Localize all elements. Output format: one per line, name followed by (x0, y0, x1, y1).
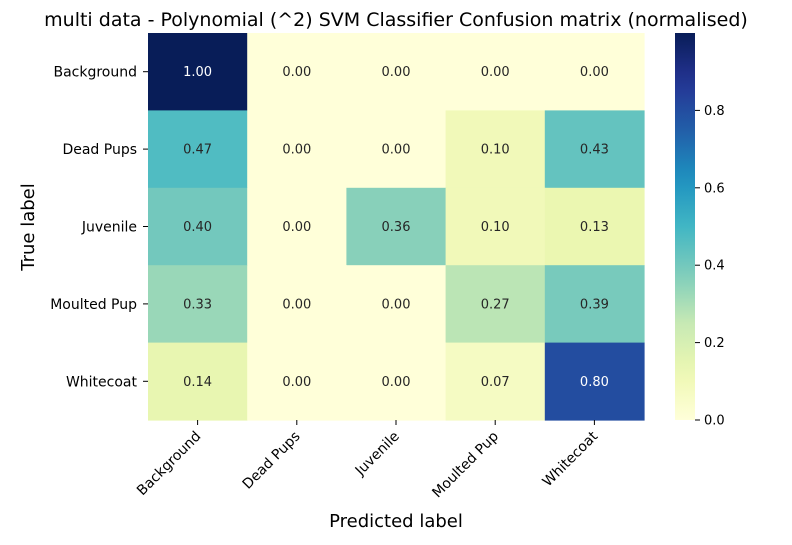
x-tick-label: Dead Pups (240, 429, 304, 493)
heatmap-cell (544, 187, 645, 266)
colorbar-tick-label: 0.8 (704, 104, 725, 119)
y-tick-label: Dead Pups (62, 142, 137, 158)
cell-value-label: 0.00 (382, 375, 411, 390)
heatmap-cell (247, 342, 347, 421)
cell-value-label: 0.36 (382, 220, 411, 235)
cell-value-label: 0.13 (580, 220, 609, 235)
cell-value-label: 0.00 (282, 375, 311, 390)
heatmap-cell (544, 110, 645, 189)
heatmap-cell (346, 33, 447, 111)
cell-value-label: 0.80 (580, 375, 609, 390)
cell-value-label: 0.39 (580, 297, 609, 312)
x-axis-label: Predicted label (329, 511, 463, 532)
heatmap-cell (346, 110, 447, 189)
cell-value-label: 0.10 (481, 220, 510, 235)
cell-value-label: 0.47 (183, 143, 212, 158)
cell-value-label: 0.00 (282, 220, 311, 235)
cell-value-label: 0.14 (183, 375, 212, 390)
heatmap-cell (346, 187, 447, 266)
heatmap-cell (247, 265, 347, 344)
cell-value-label: 0.43 (580, 143, 609, 158)
cell-value-label: 1.00 (183, 65, 212, 80)
y-tick-label: Juvenile (81, 220, 137, 236)
colorbar-ticks: 0.0 0.2 0.4 0.6 0.8 (695, 104, 725, 429)
heatmap-cell (445, 187, 546, 266)
heatmap-cell (148, 265, 248, 344)
cell-value-label: 0.33 (183, 297, 212, 312)
cell-value-label: 0.40 (183, 220, 212, 235)
heatmap-cell (445, 342, 546, 421)
heatmap-cell (148, 33, 248, 111)
cell-value-label: 0.00 (282, 297, 311, 312)
cell-value-label: 0.00 (382, 297, 411, 312)
heatmap-cell-labels: 1.00 0.00 0.00 0.00 0.00 0.47 0.00 0.00 0.10 0.43… (183, 65, 609, 390)
cell-value-label: 0.00 (282, 65, 311, 80)
y-tick-label: Moulted Pup (50, 297, 137, 313)
heatmap-cell (247, 33, 347, 111)
y-axis-ticks: Background Dead Pups Juvenile Moulted Pup Wh… (50, 65, 148, 390)
heatmap-cells (148, 33, 645, 421)
colorbar (675, 33, 695, 420)
cell-value-label: 0.00 (282, 143, 311, 158)
heatmap-cell (148, 187, 248, 266)
cell-value-label: 0.07 (481, 375, 510, 390)
chart-title: multi data - Polynomial (^2) SVM Classif… (44, 9, 748, 31)
x-tick-label: Background (134, 429, 204, 499)
x-axis-ticks: Background Dead Pups Juvenile Moulted Pup Wh… (134, 420, 602, 501)
heatmap-cell (445, 110, 546, 189)
heatmap-cell (247, 187, 347, 266)
colorbar-tick-label: 0.6 (704, 181, 725, 196)
x-tick-label: Whitecoat (540, 428, 602, 490)
heatmap-cell (148, 342, 248, 421)
heatmap-cell (247, 110, 347, 189)
y-tick-label: Whitecoat (66, 374, 138, 390)
heatmap-cell (544, 33, 645, 111)
colorbar-tick-label: 0.4 (704, 259, 725, 274)
heatmap-cell (445, 33, 546, 111)
cell-value-label: 0.00 (382, 143, 411, 158)
cell-value-label: 0.00 (580, 65, 609, 80)
cell-value-label: 0.00 (382, 65, 411, 80)
heatmap-cell (346, 342, 447, 421)
y-tick-label: Background (53, 65, 137, 81)
colorbar-tick-label: 0.2 (704, 336, 725, 351)
heatmap-cell (544, 342, 645, 421)
heatmap-cell (445, 265, 546, 344)
x-tick-label: Moulted Pup (429, 428, 502, 501)
cell-value-label: 0.27 (481, 297, 510, 312)
y-axis-label: True label (18, 183, 39, 272)
colorbar-tick-label: 0.0 (704, 414, 725, 429)
heatmap-cell (544, 265, 645, 344)
cell-value-label: 0.10 (481, 143, 510, 158)
cell-value-label: 0.00 (481, 65, 510, 80)
heatmap-cell (148, 110, 248, 189)
heatmap-cell (346, 265, 447, 344)
x-tick-label: Juvenile (352, 429, 403, 480)
